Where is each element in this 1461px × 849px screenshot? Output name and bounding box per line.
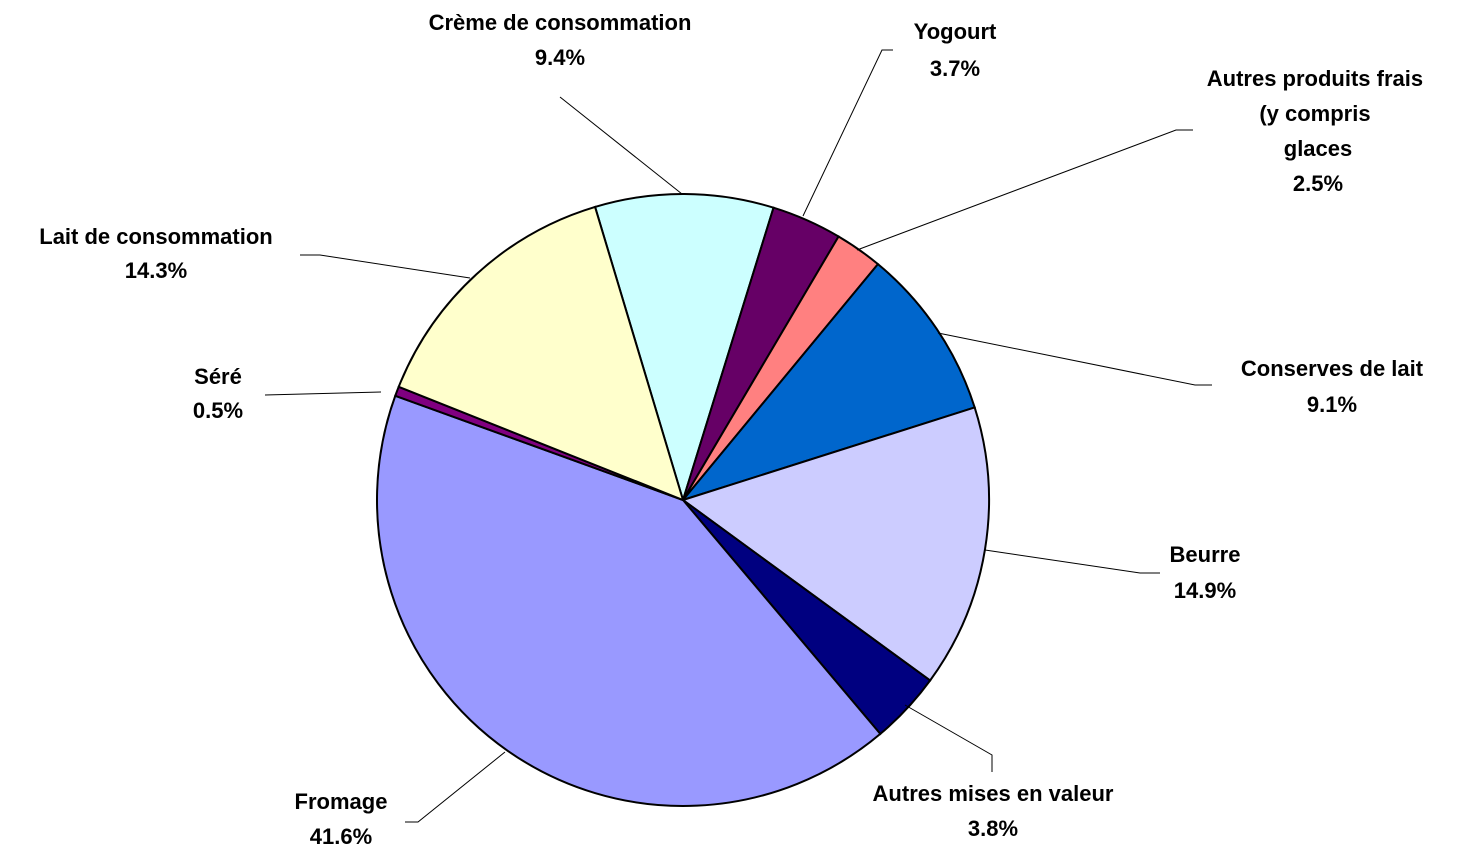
pie-slice xyxy=(397,205,685,502)
leader-line xyxy=(802,49,893,217)
leader-line xyxy=(984,549,1160,574)
slice-label: Yogourt xyxy=(914,19,997,44)
leader-line xyxy=(856,129,1193,251)
slice-label: Crème de consommation xyxy=(429,10,692,35)
slice-label: Autres produits frais (y compris glaces xyxy=(1207,66,1429,161)
pie-slice xyxy=(593,193,775,504)
leader-line xyxy=(937,332,1212,386)
pie-slice xyxy=(680,406,990,682)
slice-value-label: 3.8% xyxy=(968,816,1018,841)
leader-line xyxy=(559,96,683,195)
slice-value-label: 2.5% xyxy=(1293,171,1343,196)
slice-value-label: 14.9% xyxy=(1174,578,1236,603)
slice-value-label: 0.5% xyxy=(193,398,243,423)
leader-line xyxy=(264,391,382,396)
leader-line xyxy=(405,751,506,823)
leader-line xyxy=(904,704,993,772)
label-line: glaces xyxy=(1284,136,1353,161)
slice-value-label: 9.1% xyxy=(1307,392,1357,417)
slice-value-label: 9.4% xyxy=(535,45,585,70)
pie-slice xyxy=(680,262,976,502)
slice-label: Séré xyxy=(194,364,242,389)
slice-label: Conserves de lait xyxy=(1241,356,1424,381)
slice-value-label: 41.6% xyxy=(310,824,372,849)
label-line: (y compris xyxy=(1259,101,1376,126)
leader-line xyxy=(300,254,471,279)
slice-label: Beurre xyxy=(1170,542,1241,567)
slice-label: Autres mises en valeur xyxy=(873,781,1114,806)
slice-label: Fromage xyxy=(295,789,388,814)
slice-label: Lait de consommation xyxy=(39,224,272,249)
pie-slice xyxy=(376,394,882,807)
label-line: Autres produits frais xyxy=(1207,66,1429,91)
slice-value-label: 3.7% xyxy=(930,56,980,81)
slice-value-label: 14.3% xyxy=(125,258,187,283)
